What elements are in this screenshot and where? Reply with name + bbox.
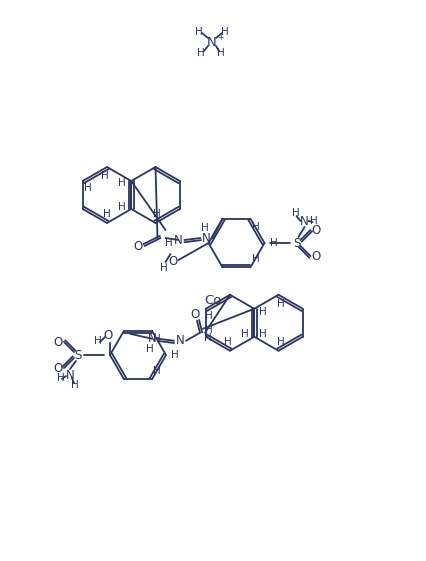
Text: N: N — [66, 369, 74, 381]
Text: H: H — [221, 27, 228, 37]
Text: H: H — [101, 171, 109, 181]
Text: H: H — [241, 329, 248, 339]
Text: H: H — [118, 178, 126, 188]
Text: H: H — [83, 183, 92, 193]
Text: H: H — [94, 336, 102, 346]
Text: H: H — [309, 216, 317, 226]
Text: H: H — [195, 27, 202, 37]
Text: O: O — [53, 335, 63, 348]
Text: H: H — [269, 238, 277, 248]
Text: O: O — [103, 329, 112, 342]
Text: H: H — [204, 311, 212, 321]
Text: O: O — [311, 250, 320, 263]
Text: H: H — [224, 337, 231, 347]
Text: H: H — [57, 373, 65, 383]
Text: N: N — [201, 232, 210, 245]
Text: N: N — [174, 233, 182, 246]
Text: H: H — [259, 329, 267, 339]
Text: O: O — [53, 361, 63, 375]
Text: H: H — [251, 222, 259, 232]
Text: H: H — [146, 344, 153, 354]
Text: O: O — [311, 223, 320, 237]
Text: Co: Co — [204, 293, 221, 306]
Text: H: H — [204, 325, 212, 335]
Text: H: H — [71, 380, 79, 390]
Text: H: H — [216, 48, 225, 58]
Text: H: H — [200, 223, 208, 233]
Text: H: H — [171, 350, 178, 360]
Text: N: N — [299, 214, 308, 228]
Text: H: H — [291, 208, 299, 218]
Text: S: S — [74, 348, 81, 361]
Text: H: H — [276, 299, 284, 309]
Text: H: H — [118, 202, 126, 212]
Text: N: N — [207, 35, 216, 48]
Text: H: H — [159, 263, 167, 273]
Text: H: H — [164, 238, 172, 248]
Text: H: H — [204, 333, 211, 343]
Text: H: H — [276, 337, 284, 347]
Text: H: H — [259, 307, 267, 317]
Text: H: H — [152, 209, 160, 219]
Text: O: O — [134, 240, 143, 252]
Text: H: H — [103, 209, 111, 219]
Text: H: H — [153, 334, 161, 344]
Text: H: H — [251, 254, 259, 264]
Text: H: H — [197, 48, 204, 58]
Text: N: N — [147, 332, 156, 345]
Text: O: O — [168, 255, 178, 268]
Text: S: S — [292, 237, 299, 250]
Text: H: H — [153, 366, 161, 376]
Text: O: O — [190, 308, 199, 321]
Text: +: + — [216, 33, 223, 42]
Text: N: N — [175, 334, 184, 347]
